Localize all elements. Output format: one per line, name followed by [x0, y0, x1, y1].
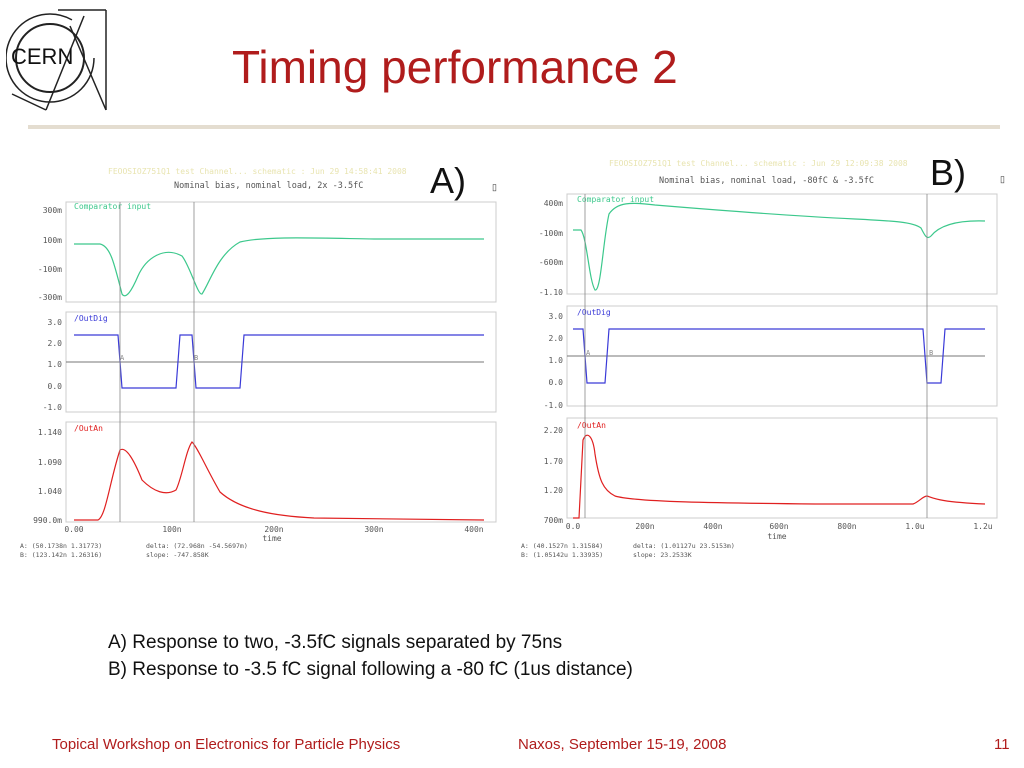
panel-a-x-tick: 100n: [162, 525, 181, 534]
caption-a: A) Response to two, -3.5fC signals separ…: [108, 632, 563, 653]
panel-b-outdig-tick: 1.0: [549, 356, 564, 365]
footer-event: Topical Workshop on Electronics for Part…: [52, 736, 401, 753]
panel-b-outdig-tick: 0.0: [549, 378, 564, 387]
cern-logo: CERN: [6, 9, 107, 111]
panel-a-outan-legend: /OutAn: [74, 424, 103, 433]
panel-b-x-label: time: [767, 532, 786, 541]
panel-b-outan-tick: 2.20: [544, 426, 563, 435]
panel-a-outan-tick: 1.040: [38, 487, 62, 496]
panel-a-outan-tick: 1.090: [38, 458, 62, 467]
title-divider: [28, 125, 1000, 129]
panel-b-readout-b: B: (1.05142u 1.33935): [521, 551, 603, 559]
panel-a-x-tick: 0.00: [64, 525, 83, 534]
panel-b-readout-a: A: (40.1527n 1.31584): [521, 542, 603, 550]
panel-b-outan-tick: 1.20: [544, 486, 563, 495]
panel-b-outdig-tick: 2.0: [549, 334, 564, 343]
panel-b-x-tick: 600n: [769, 522, 788, 531]
panel-a-outdig-tick: 2.0: [48, 339, 63, 348]
footer-location-date: Naxos, September 15-19, 2008: [518, 736, 727, 753]
panel-b-comparator-tick: -600m: [539, 258, 563, 267]
panel-b-outan-tick: 700m: [544, 516, 563, 525]
panel-b-x-tick: 200n: [635, 522, 654, 531]
panel-b-comparator-legend: Comparator input: [577, 195, 654, 204]
panel-b-x-tick: 1.2u: [973, 522, 992, 531]
panel-b-outdig-tick: 3.0: [549, 312, 564, 321]
slide-title: Timing performance 2: [232, 41, 678, 93]
panel-b-label: B): [930, 152, 966, 193]
panel-a-readout-delta: delta: (72.968n -54.5697m): [146, 542, 248, 550]
panel-b-outan-legend: /OutAn: [577, 421, 606, 430]
panel-b-x-tick: 400n: [703, 522, 722, 531]
panel-a-x-tick: 400n: [464, 525, 483, 534]
panel-a-readout-b: B: (123.142n 1.26316): [20, 551, 102, 559]
panel-b-faded-header: FEOOSIOZ751Q1 test Channel... schematic …: [609, 159, 908, 168]
panel-a-comparator-tick: 300m: [43, 206, 62, 215]
panel-b-comparator-tick: -1.10: [539, 288, 563, 297]
panel-a-outdig-tick: 3.0: [48, 318, 63, 327]
panel-b-waveform-plot: FEOOSIOZ751Q1 test Channel... schematic …: [521, 159, 998, 559]
panel-a-outan-tick: 990.0m: [33, 516, 62, 525]
panel-b-missing-glyph: ▯: [1000, 174, 1005, 184]
panel-a-outan-tick: 1.140: [38, 428, 62, 437]
panel-b-comparator-tick: -100m: [539, 229, 563, 238]
panel-a-comparator-legend: Comparator input: [74, 202, 151, 211]
panel-a-subtitle: Nominal bias, nominal load, 2x -3.5fC: [174, 181, 363, 191]
panel-a-comparator-tick: -300m: [38, 293, 62, 302]
panel-a-missing-glyph: ▯: [492, 182, 497, 192]
panel-b-cursor-b-label: B: [929, 349, 933, 357]
panel-a-comparator-trace: [74, 237, 484, 297]
caption-b: B) Response to -3.5 fC signal following …: [108, 659, 633, 680]
panel-a-outdig-legend: /OutDig: [74, 314, 108, 323]
page-number: 11: [994, 736, 1010, 753]
panel-a-outdig-tick: -1.0: [43, 403, 62, 412]
panel-a-cursor-a-label: A: [120, 354, 125, 362]
panel-b-cursor-a-label: A: [586, 349, 591, 357]
panel-b-x-tick: 0.0: [566, 522, 581, 531]
panel-b-x-tick: 1.0u: [905, 522, 924, 531]
panel-a-faded-header: FEOOSIOZ751Q1 test Channel... schematic …: [108, 167, 407, 176]
panel-a-x-tick: 200n: [264, 525, 283, 534]
panel-a-outan-trace: [74, 441, 485, 521]
panel-b-readout-delta: delta: (1.01127u 23.5153m): [633, 542, 735, 550]
panel-b-x-tick: 800n: [837, 522, 856, 531]
panel-b-comparator-trace: [573, 202, 986, 291]
panel-a-readout-slope: slope: -747.858K: [146, 551, 209, 559]
panel-b-comparator-tick: 400m: [544, 199, 563, 208]
logo-wordmark: CERN: [11, 44, 73, 69]
panel-b-outan-tick: 1.70: [544, 457, 563, 466]
panel-b-outdig-legend: /OutDig: [577, 308, 611, 317]
panel-b-outdig-tick: -1.0: [544, 401, 563, 410]
panel-a-comparator-tick: -100m: [38, 265, 62, 274]
panel-a-x-tick: 300n: [364, 525, 383, 534]
panel-a-comparator-tick: 100m: [43, 236, 62, 245]
panel-a-waveform-plot: FEOOSIOZ751Q1 test Channel... schematic …: [20, 167, 497, 559]
panel-a-outdig-tick: 0.0: [48, 382, 63, 391]
panel-a-cursor-b-label: B: [194, 354, 198, 362]
panel-b-outan-trace: [573, 434, 986, 519]
panel-a-readout-a: A: (50.1738n 1.31773): [20, 542, 102, 550]
panel-b-readout-slope: slope: 23.2533K: [633, 551, 692, 559]
panel-a-outdig-tick: 1.0: [48, 360, 63, 369]
panel-b-subtitle: Nominal bias, nominal load, -80fC & -3.5…: [659, 176, 874, 186]
panel-a-label: A): [430, 160, 466, 201]
panel-a-x-label: time: [262, 534, 281, 543]
